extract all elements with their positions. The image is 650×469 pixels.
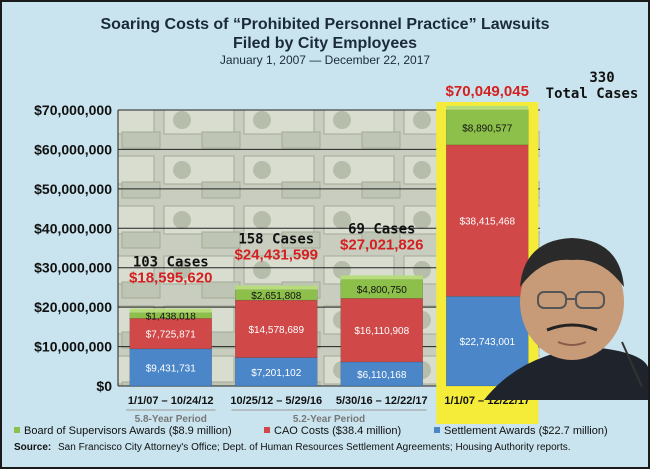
source-label: Source: <box>14 442 51 453</box>
bar-segment <box>129 318 212 350</box>
bar-segment <box>129 348 212 387</box>
bar-value-label: $1,438,018 <box>146 312 196 323</box>
y-tick-label: $40,000,000 <box>34 220 112 236</box>
bar-value-label: $14,578,689 <box>248 325 304 336</box>
legend-board: Board of Supervisors Awards ($8.9 millio… <box>24 425 232 437</box>
bar-value-label: $7,201,102 <box>251 368 301 379</box>
legend-swatch-board <box>14 427 20 433</box>
bar-top-cap <box>446 105 529 110</box>
source-text: San Francisco City Attorney's Office; De… <box>58 442 571 453</box>
y-tick-label: $20,000,000 <box>34 299 112 315</box>
source-line: Source: San Francisco City Attorney's Of… <box>14 442 571 453</box>
bar-top-cap <box>235 285 318 290</box>
bar-value-label: $38,415,468 <box>459 217 515 228</box>
bars: $9,431,731 $7,725,871 $1,438,018 $7,201,102… <box>129 105 529 387</box>
bar-segment <box>446 296 529 387</box>
period-label: 5.2-Year Period <box>293 414 365 425</box>
chart-title: Soaring Costs of “Prohibited Personnel P… <box>101 16 550 33</box>
legend-cao: CAO Costs ($38.4 million) <box>274 425 401 437</box>
bar-top-cap <box>129 308 212 313</box>
bar-value-label: $7,725,871 <box>146 330 196 341</box>
portrait-illustration <box>484 238 648 400</box>
bar-segment <box>446 109 529 146</box>
case-count-label: 158 Cases <box>238 232 314 248</box>
chart-subtitle: January 1, 2007 — December 22, 2017 <box>220 53 430 67</box>
bar-value-label: $8,890,577 <box>462 123 512 134</box>
legend-settlement: Settlement Awards ($22.7 million) <box>444 425 608 437</box>
bar-value-label: $16,110,908 <box>354 326 409 337</box>
bar-segment <box>446 144 529 297</box>
y-tick-label: $70,000,000 <box>34 102 112 118</box>
x-tick-label: 5/30/16 – 12/22/17 <box>336 395 428 407</box>
case-count-label: 103 Cases <box>133 255 209 271</box>
legend: Board of Supervisors Awards ($8.9 millio… <box>14 425 608 437</box>
grand-total-label: $70,049,045 <box>446 83 529 100</box>
x-tick-label: 1/1/07 – 10/24/12 <box>128 395 214 407</box>
bar-value-label: $9,431,731 <box>146 363 196 374</box>
y-tick-label: $0 <box>96 378 112 394</box>
legend-swatch-cao <box>264 427 270 433</box>
bar-value-label: $4,800,750 <box>357 285 407 296</box>
chart-title-line2: Filed by City Employees <box>233 35 417 52</box>
period-label: 5.8-Year Period <box>135 414 207 425</box>
bar-value-label: $2,651,808 <box>251 291 301 302</box>
y-tick-label: $10,000,000 <box>34 339 112 355</box>
y-tick-label: $30,000,000 <box>34 260 112 276</box>
bar-top-cap <box>340 275 423 280</box>
bar-total-label: $18,595,620 <box>129 270 212 287</box>
bar-segment <box>235 299 318 358</box>
x-tick-label: 10/25/12 – 5/29/16 <box>230 395 322 407</box>
y-tick-label: $60,000,000 <box>34 141 112 157</box>
bar-segment <box>340 361 423 387</box>
bar-total-label: $27,021,826 <box>340 236 423 253</box>
bar-value-label: $22,743,001 <box>459 337 515 348</box>
y-axis: $0 $10,000,000 $20,000,000 $30,000,000 $40,0… <box>34 102 119 394</box>
bar-value-label: $6,110,168 <box>357 370 407 381</box>
x-axis: 1/1/07 – 10/24/12 10/25/12 – 5/29/16 5/30/… <box>126 395 530 425</box>
y-tick-label: $50,000,000 <box>34 181 112 197</box>
total-cases-label: Total Cases <box>546 86 639 102</box>
bar-total-label: $24,431,599 <box>235 247 318 264</box>
total-cases-count: 330 <box>589 70 614 86</box>
legend-swatch-settlement <box>434 427 440 433</box>
case-count-label: 69 Cases <box>348 221 415 237</box>
annotations: 103 Cases$18,595,620 158 Cases$24,431,599… <box>129 70 638 287</box>
